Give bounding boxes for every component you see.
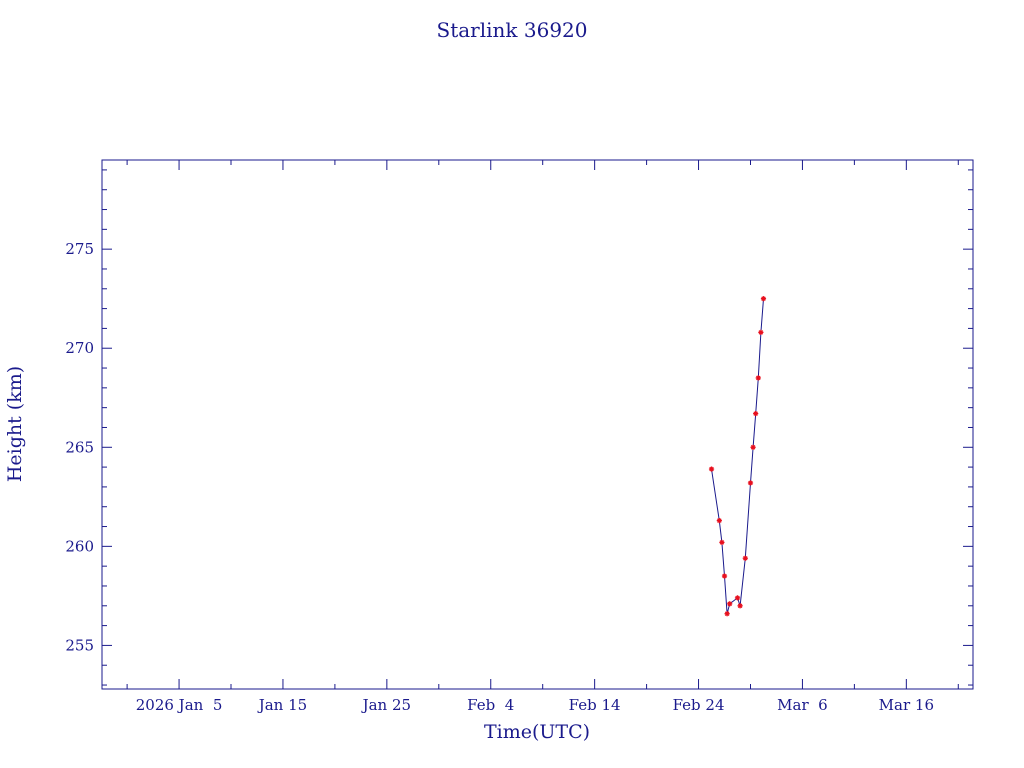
chart-title: Starlink 36920 xyxy=(437,18,588,42)
data-point xyxy=(747,480,754,486)
data-point xyxy=(758,329,764,335)
axis-ticks xyxy=(102,160,973,689)
x-tick-label: Mar 16 xyxy=(879,696,934,714)
data-point xyxy=(737,603,743,609)
data-point xyxy=(760,296,767,302)
data-point xyxy=(721,573,728,579)
data-point xyxy=(734,595,741,601)
data-point xyxy=(708,466,715,472)
data-point xyxy=(742,555,748,561)
height-series-line xyxy=(711,298,764,614)
x-tick-label: Jan 15 xyxy=(257,696,307,714)
data-point xyxy=(753,411,759,417)
x-tick-labels: 2026 Jan 5 Jan 15 Jan 25 Feb 4 Feb 14 Feb 24 M… xyxy=(136,696,934,714)
data-point xyxy=(719,539,725,545)
y-axis-label: Height (km) xyxy=(4,366,26,482)
x-axis-label: Time(UTC) xyxy=(484,721,590,743)
plot-frame xyxy=(101,159,974,690)
data-point xyxy=(750,444,756,450)
y-tick-label: 265 xyxy=(65,438,94,456)
x-tick-label: 2026 Jan 5 xyxy=(136,696,223,714)
y-tick-label: 270 xyxy=(65,339,94,357)
x-tick-label: Mar 6 xyxy=(777,696,828,714)
y-tick-label: 255 xyxy=(65,636,94,654)
y-tick-label: 260 xyxy=(65,537,94,555)
x-tick-label: Feb 24 xyxy=(673,696,725,714)
height-series-markers xyxy=(708,296,767,617)
x-tick-label: Jan 25 xyxy=(361,696,411,714)
x-tick-label: Feb 4 xyxy=(467,696,514,714)
data-point xyxy=(727,601,733,607)
y-tick-labels: 255 260 265 270 275 xyxy=(65,240,94,654)
data-point xyxy=(755,375,761,381)
y-tick-label: 275 xyxy=(65,240,94,258)
x-tick-label: Feb 14 xyxy=(569,696,621,714)
data-point xyxy=(716,517,722,524)
data-point xyxy=(724,611,730,617)
